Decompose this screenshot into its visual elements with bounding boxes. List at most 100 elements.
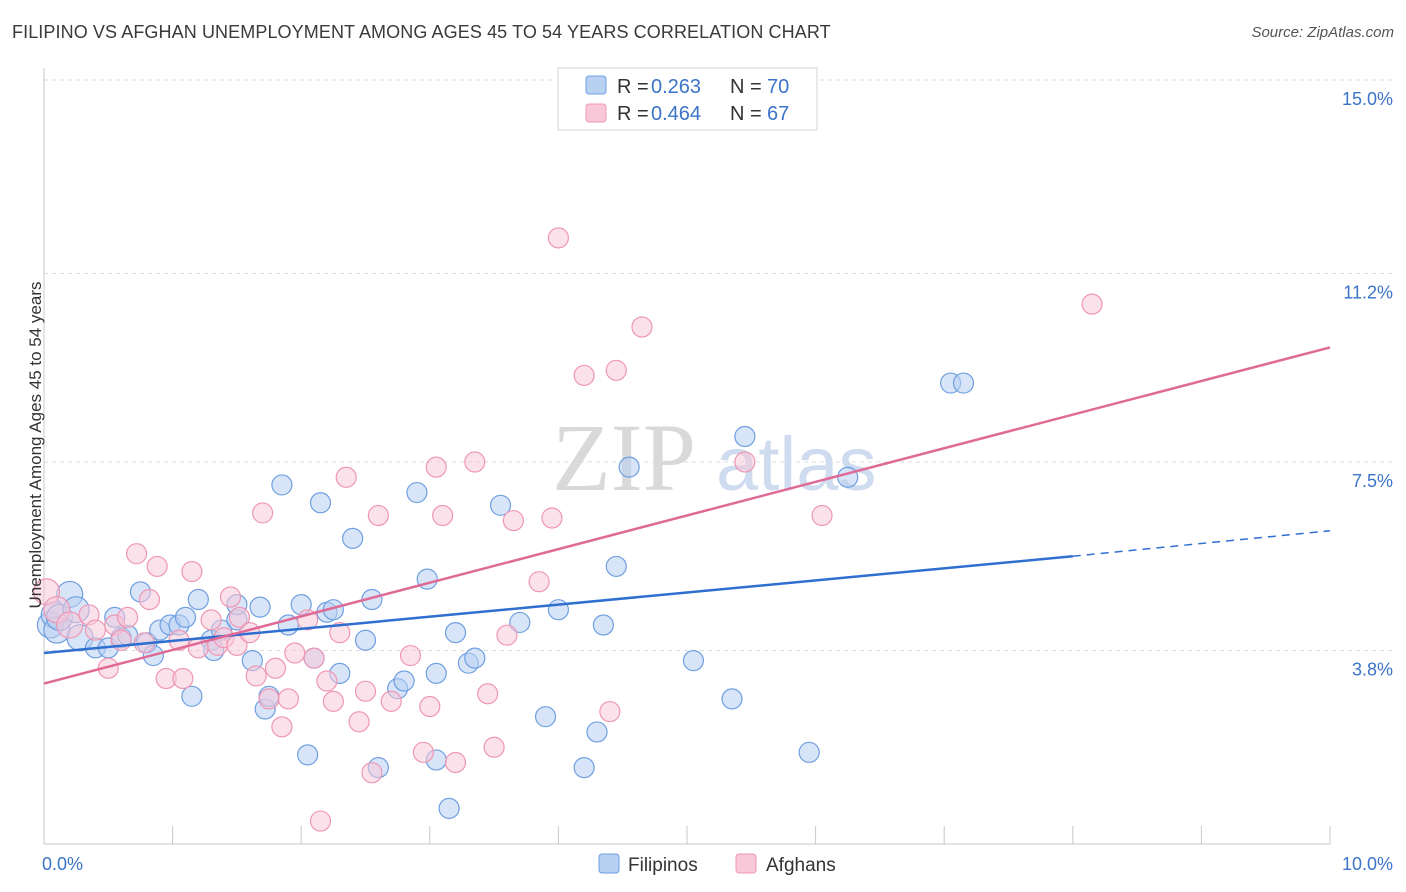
filipinos-point bbox=[249, 596, 271, 618]
afghans-point bbox=[116, 606, 139, 628]
legend-r-label-filipinos: R = bbox=[617, 76, 649, 98]
legend-swatch-filipinos bbox=[585, 75, 607, 95]
legend-swatch-afghans bbox=[585, 103, 607, 123]
points-layer bbox=[32, 227, 1103, 832]
afghans-point bbox=[284, 642, 306, 664]
filipinos-point bbox=[438, 797, 460, 819]
filipinos-point bbox=[592, 614, 615, 636]
x-tick-label-right: 10.0% bbox=[1342, 854, 1393, 874]
filipinos-point bbox=[309, 492, 332, 514]
grid-layer bbox=[44, 79, 1394, 651]
afghans-point bbox=[444, 751, 467, 774]
afghans-point bbox=[354, 680, 377, 702]
y-tick-label: 3.8% bbox=[1352, 659, 1393, 679]
filipinos-point bbox=[489, 494, 512, 516]
bottom-legend-swatch-filipinos bbox=[598, 853, 620, 874]
afghans-point bbox=[228, 606, 251, 628]
afghans-point bbox=[502, 509, 524, 532]
afghans-point bbox=[335, 466, 357, 488]
filipinos-point bbox=[618, 456, 640, 478]
afghans-point bbox=[303, 647, 325, 669]
afghans-point bbox=[811, 504, 833, 527]
afghans-point bbox=[56, 611, 84, 639]
filipinos-point bbox=[271, 474, 293, 496]
bottom-legend: Filipinos Afghans bbox=[598, 853, 836, 876]
afghans-point bbox=[200, 609, 222, 631]
filipinos-point bbox=[837, 466, 859, 488]
afghans-point bbox=[252, 502, 274, 524]
afghans-point bbox=[419, 695, 441, 718]
filipinos-point bbox=[393, 670, 415, 692]
chart-title: FILIPINO VS AFGHAN UNEMPLOYMENT AMONG AG… bbox=[12, 22, 831, 42]
afghans-point bbox=[477, 683, 499, 705]
bottom-legend-label-afghans: Afghans bbox=[766, 855, 836, 876]
legend-n-value-filipinos: 70 bbox=[767, 76, 789, 98]
afghans-point bbox=[425, 456, 447, 478]
afghans-point bbox=[380, 690, 402, 712]
filipinos-trend-line bbox=[43, 554, 1073, 655]
filipinos-point bbox=[425, 662, 447, 684]
afghans-point bbox=[1081, 293, 1103, 315]
afghans-point bbox=[464, 451, 486, 473]
afghans-point bbox=[138, 588, 161, 611]
afghans-point bbox=[483, 736, 505, 758]
afghans-point bbox=[432, 504, 454, 527]
filipinos-point bbox=[534, 706, 557, 728]
filipinos-point bbox=[605, 555, 627, 578]
afghans-point bbox=[146, 555, 168, 578]
watermark-zip: ZIP bbox=[552, 404, 696, 511]
afghans-point bbox=[322, 690, 344, 712]
filipinos-point bbox=[573, 756, 595, 779]
filipinos-point bbox=[586, 721, 608, 743]
afghans-point bbox=[631, 316, 653, 338]
y-tick-label: 15.0% bbox=[1342, 89, 1393, 109]
y-tick-label: 7.5% bbox=[1352, 471, 1393, 491]
afghans-point bbox=[367, 504, 389, 527]
afghans-point bbox=[329, 622, 351, 644]
afghans-trend-line bbox=[43, 346, 1331, 685]
filipinos-point bbox=[174, 606, 197, 628]
afghans-point bbox=[271, 716, 293, 738]
afghans-point bbox=[264, 657, 287, 679]
afghans-point bbox=[496, 624, 518, 646]
legend-r-label-afghans: R = bbox=[617, 103, 649, 125]
legend-box: R = 0.263 N = 70 R = 0.464 N = 67 bbox=[557, 67, 818, 131]
afghans-point bbox=[316, 670, 338, 692]
source-label: Source: ZipAtlas.com bbox=[1251, 24, 1394, 41]
legend-n-value-afghans: 67 bbox=[767, 103, 789, 125]
afghans-point bbox=[277, 688, 299, 710]
afghans-point bbox=[245, 665, 267, 687]
afghans-point bbox=[309, 810, 332, 832]
legend-n-label-filipinos: N = bbox=[730, 76, 762, 98]
afghans-point bbox=[348, 711, 370, 733]
afghans-point bbox=[412, 741, 434, 763]
afghans-point bbox=[219, 586, 242, 608]
filipinos-point bbox=[952, 372, 975, 394]
filipinos-point bbox=[187, 588, 209, 611]
filipinos-point bbox=[509, 611, 531, 634]
afghans-point bbox=[528, 571, 550, 593]
filipinos-trend-extension bbox=[1072, 530, 1331, 557]
filipinos-point bbox=[721, 688, 743, 710]
bottom-legend-swatch-afghans bbox=[735, 853, 757, 874]
filipinos-point bbox=[798, 741, 820, 763]
y-tick-label: 11.2% bbox=[1343, 283, 1393, 303]
trend-layer bbox=[43, 346, 1331, 685]
afghans-point bbox=[573, 364, 595, 387]
filipinos-point bbox=[734, 425, 756, 448]
filipinos-point bbox=[354, 629, 377, 651]
afghans-point bbox=[181, 560, 203, 583]
filipinos-point bbox=[444, 622, 467, 644]
filipinos-point bbox=[406, 481, 428, 504]
legend-n-label-afghans: N = bbox=[730, 103, 762, 125]
x-tick-label-left: 0.0% bbox=[42, 854, 83, 874]
afghans-point bbox=[734, 451, 756, 473]
axes-layer: 3.8% 7.5% 11.2% 15.0% bbox=[43, 68, 1393, 845]
filipinos-point bbox=[464, 647, 486, 669]
filipinos-point bbox=[181, 685, 203, 707]
afghans-point bbox=[599, 700, 621, 723]
afghans-point bbox=[399, 644, 422, 667]
y-axis-title: Unemployment Among Ages 45 to 54 years bbox=[26, 282, 45, 609]
afghans-point bbox=[547, 227, 570, 249]
legend-r-value-afghans: 0.464 bbox=[651, 103, 701, 125]
